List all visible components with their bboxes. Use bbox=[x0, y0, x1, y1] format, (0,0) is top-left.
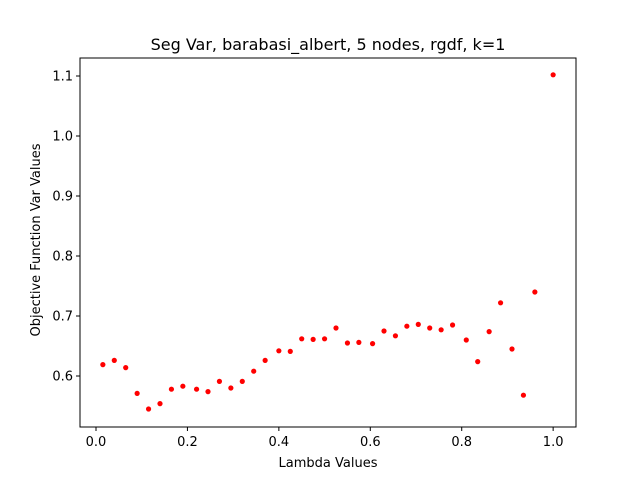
x-tick-label: 0.6 bbox=[360, 435, 381, 450]
data-point bbox=[145, 406, 152, 412]
data-point bbox=[463, 337, 469, 343]
x-tick-label: 0.2 bbox=[177, 435, 198, 450]
data-point bbox=[520, 392, 527, 398]
data-point bbox=[251, 368, 257, 374]
data-point bbox=[157, 401, 163, 407]
x-tick-label: 0.4 bbox=[269, 435, 290, 450]
data-point bbox=[168, 386, 175, 392]
y-tick-label: 0.9 bbox=[52, 190, 73, 205]
data-point bbox=[123, 365, 129, 371]
data-point bbox=[369, 341, 376, 347]
y-tick-label: 0.8 bbox=[52, 250, 73, 265]
y-axis-label: Objective Function Var Values bbox=[29, 143, 44, 336]
data-point bbox=[415, 321, 421, 327]
y-tick-label: 1.0 bbox=[52, 130, 73, 145]
data-point bbox=[392, 333, 399, 339]
data-point bbox=[299, 336, 305, 342]
data-point bbox=[344, 340, 351, 346]
data-point bbox=[134, 390, 140, 396]
data-point bbox=[216, 378, 223, 384]
data-point bbox=[356, 339, 362, 345]
data-point bbox=[486, 329, 492, 335]
data-points bbox=[100, 72, 556, 412]
data-point bbox=[381, 328, 387, 334]
data-point bbox=[239, 378, 245, 384]
data-point bbox=[228, 385, 234, 391]
x-axis-label: Lambda Values bbox=[279, 456, 378, 471]
data-point bbox=[497, 300, 504, 306]
data-point bbox=[287, 348, 293, 354]
data-point bbox=[509, 346, 515, 352]
data-point bbox=[180, 383, 186, 389]
y-tick-label: 0.7 bbox=[52, 310, 73, 325]
data-point bbox=[550, 72, 556, 78]
x-tick-label: 0.0 bbox=[86, 435, 107, 450]
data-point bbox=[449, 322, 456, 328]
data-point bbox=[205, 389, 211, 395]
data-point bbox=[427, 325, 433, 331]
data-point bbox=[404, 323, 410, 329]
data-point bbox=[276, 348, 282, 354]
data-point bbox=[193, 386, 200, 392]
plot-frame bbox=[79, 57, 577, 428]
x-tick-label: 1.0 bbox=[543, 435, 564, 450]
x-tick-label: 0.8 bbox=[451, 435, 472, 450]
data-point bbox=[333, 325, 339, 331]
y-tick-label: 0.6 bbox=[52, 370, 73, 385]
data-point bbox=[100, 362, 106, 368]
data-point bbox=[475, 359, 481, 365]
data-point bbox=[310, 336, 316, 342]
data-point bbox=[262, 357, 268, 363]
y-axis: 0.6 0.7 0.8 0.9 1.0 1.1 bbox=[52, 70, 80, 385]
data-point bbox=[438, 327, 444, 333]
x-axis: 0.0 0.2 0.4 0.6 0.8 1.0 bbox=[86, 427, 564, 450]
y-tick-label: 1.1 bbox=[52, 70, 73, 85]
data-point bbox=[111, 357, 117, 363]
data-point bbox=[532, 289, 538, 295]
data-point bbox=[321, 336, 328, 342]
chart-title: Seg Var, barabasi_albert, 5 nodes, rgdf,… bbox=[151, 35, 506, 55]
